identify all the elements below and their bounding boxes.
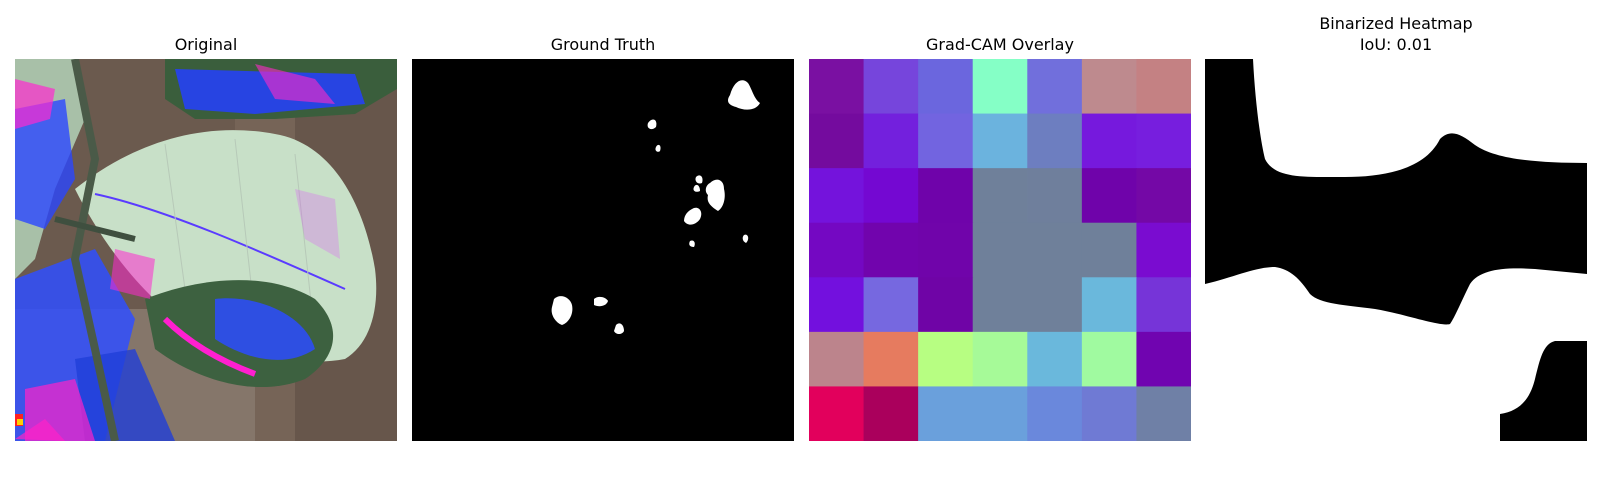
mask-blob xyxy=(705,179,725,211)
gradcam-cell xyxy=(918,113,974,169)
gradcam-cell xyxy=(918,277,974,333)
leaf-photo xyxy=(15,59,397,441)
binarized-heatmap-title: Binarized Heatmap IoU: 0.01 xyxy=(1319,14,1473,54)
gradcam-cell xyxy=(863,331,919,387)
gradcam-cell xyxy=(918,168,974,224)
gradcam-cell xyxy=(1027,168,1083,224)
mask-blob xyxy=(594,296,608,307)
gradcam-cell xyxy=(1081,59,1137,115)
gradcam-cell xyxy=(1136,222,1191,278)
mask-blob xyxy=(728,80,760,110)
mask-blob xyxy=(614,323,624,334)
gradcam-cell xyxy=(1081,331,1137,387)
gradcam-cell xyxy=(1136,277,1191,333)
gradcam-cell xyxy=(809,168,865,224)
gradcam-cell xyxy=(1027,113,1083,169)
gradcam-cell xyxy=(1081,222,1137,278)
gradcam-cell xyxy=(972,331,1028,387)
gradcam-cell xyxy=(972,59,1028,115)
gradcam-cell xyxy=(809,113,865,169)
mask-blob xyxy=(695,175,703,184)
original-image xyxy=(15,59,397,441)
gradcam-cell xyxy=(863,168,919,224)
gradcam-overlay-title: Grad-CAM Overlay xyxy=(926,35,1074,54)
gradcam-cell xyxy=(863,222,919,278)
mask-blob xyxy=(693,184,700,192)
gradcam-cell xyxy=(809,386,865,441)
gradcam-cell xyxy=(1136,59,1191,115)
ground-truth-mask xyxy=(412,59,794,441)
mask-blob xyxy=(684,207,702,225)
gradcam-cell xyxy=(863,277,919,333)
gradcam-cell xyxy=(1027,277,1083,333)
gradcam-cell xyxy=(809,331,865,387)
gradcam-cell xyxy=(1136,113,1191,169)
gradcam-cell xyxy=(809,277,865,333)
ground-truth-title: Ground Truth xyxy=(550,35,656,54)
gradcam-cell xyxy=(918,59,974,115)
mask-blob xyxy=(655,144,661,152)
gradcam-cell xyxy=(1136,168,1191,224)
gradcam-cell xyxy=(972,277,1028,333)
gradcam-cell xyxy=(918,386,974,441)
gradcam-cell xyxy=(1027,59,1083,115)
mask-blob xyxy=(742,234,749,243)
heatmap-region xyxy=(1500,341,1587,441)
gradcam-cell xyxy=(863,386,919,441)
gradcam-cell xyxy=(863,59,919,115)
heatmap-region xyxy=(1205,59,1587,325)
gradcam-cell xyxy=(1136,386,1191,441)
gradcam-cell xyxy=(1081,386,1137,441)
gradcam-cell xyxy=(972,222,1028,278)
gradcam-cell xyxy=(1027,331,1083,387)
mask-blob xyxy=(689,240,695,247)
gradcam-cell xyxy=(809,222,865,278)
gradcam-cell xyxy=(863,113,919,169)
gradcam-overlay xyxy=(809,59,1191,441)
gradcam-cell xyxy=(1081,277,1137,333)
gradcam-cell xyxy=(1081,113,1137,169)
gradcam-cell xyxy=(918,331,974,387)
gradcam-cell xyxy=(1027,222,1083,278)
gradcam-cell xyxy=(972,386,1028,441)
gradcam-cell xyxy=(1081,168,1137,224)
gradcam-cell xyxy=(1027,386,1083,441)
gradcam-cell xyxy=(809,59,865,115)
gradcam-cell xyxy=(1136,331,1191,387)
gradcam-cell xyxy=(918,222,974,278)
gradcam-cell xyxy=(972,113,1028,169)
mask-blob xyxy=(647,119,657,130)
binarized-heatmap xyxy=(1205,59,1587,441)
original-title: Original xyxy=(174,35,238,54)
mask-blob xyxy=(551,296,573,325)
gradcam-cell xyxy=(972,168,1028,224)
